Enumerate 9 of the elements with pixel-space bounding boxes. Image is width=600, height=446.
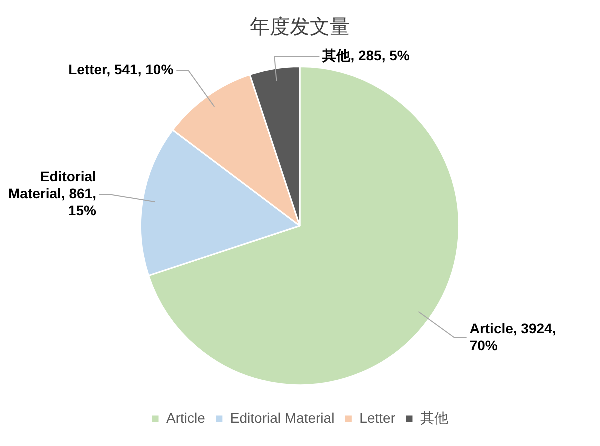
legend-label: 其他 [420,410,448,426]
legend-label: Article [166,410,206,426]
data-label: Editorial Material, 861, 15% [8,168,97,219]
chart-title: 年度发文量 [250,16,350,39]
data-label: 其他, 285, 5% [322,48,410,64]
legend-label: Editorial Material [230,410,335,426]
data-label: Letter, 541, 10% [68,62,174,78]
legend-label: Letter [360,410,396,426]
data-label: Article, 3924, 70% [470,320,556,354]
